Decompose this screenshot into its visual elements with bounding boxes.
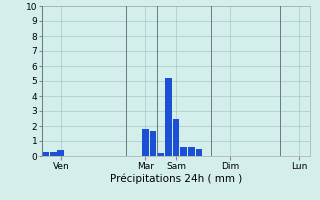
Bar [188,147,195,156]
X-axis label: Précipitations 24h ( mm ): Précipitations 24h ( mm ) [110,173,242,184]
Bar [50,152,57,156]
Bar [180,147,187,156]
Bar [172,119,180,156]
Bar [157,153,164,156]
Bar [165,78,172,156]
Bar [57,150,64,156]
Bar [196,149,203,156]
Bar [149,131,156,156]
Bar [42,152,49,156]
Bar [142,129,149,156]
